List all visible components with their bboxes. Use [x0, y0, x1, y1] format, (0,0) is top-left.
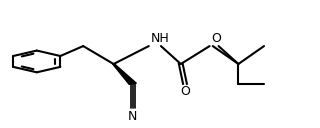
Text: O: O: [180, 85, 190, 98]
Text: NH: NH: [150, 32, 169, 45]
Polygon shape: [113, 64, 136, 84]
Text: N: N: [128, 110, 138, 123]
Text: O: O: [211, 32, 221, 45]
